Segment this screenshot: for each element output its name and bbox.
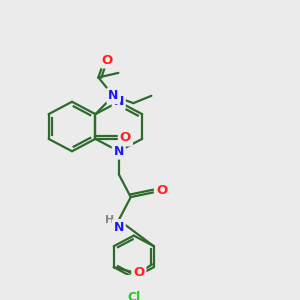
- Text: N: N: [114, 221, 124, 234]
- Text: O: O: [102, 53, 113, 67]
- Text: N: N: [114, 95, 124, 108]
- Text: H: H: [105, 215, 114, 225]
- Text: Cl: Cl: [127, 290, 140, 300]
- Text: N: N: [108, 89, 118, 102]
- Text: O: O: [133, 266, 145, 279]
- Text: O: O: [120, 131, 131, 145]
- Text: N: N: [114, 145, 124, 158]
- Text: O: O: [156, 184, 167, 197]
